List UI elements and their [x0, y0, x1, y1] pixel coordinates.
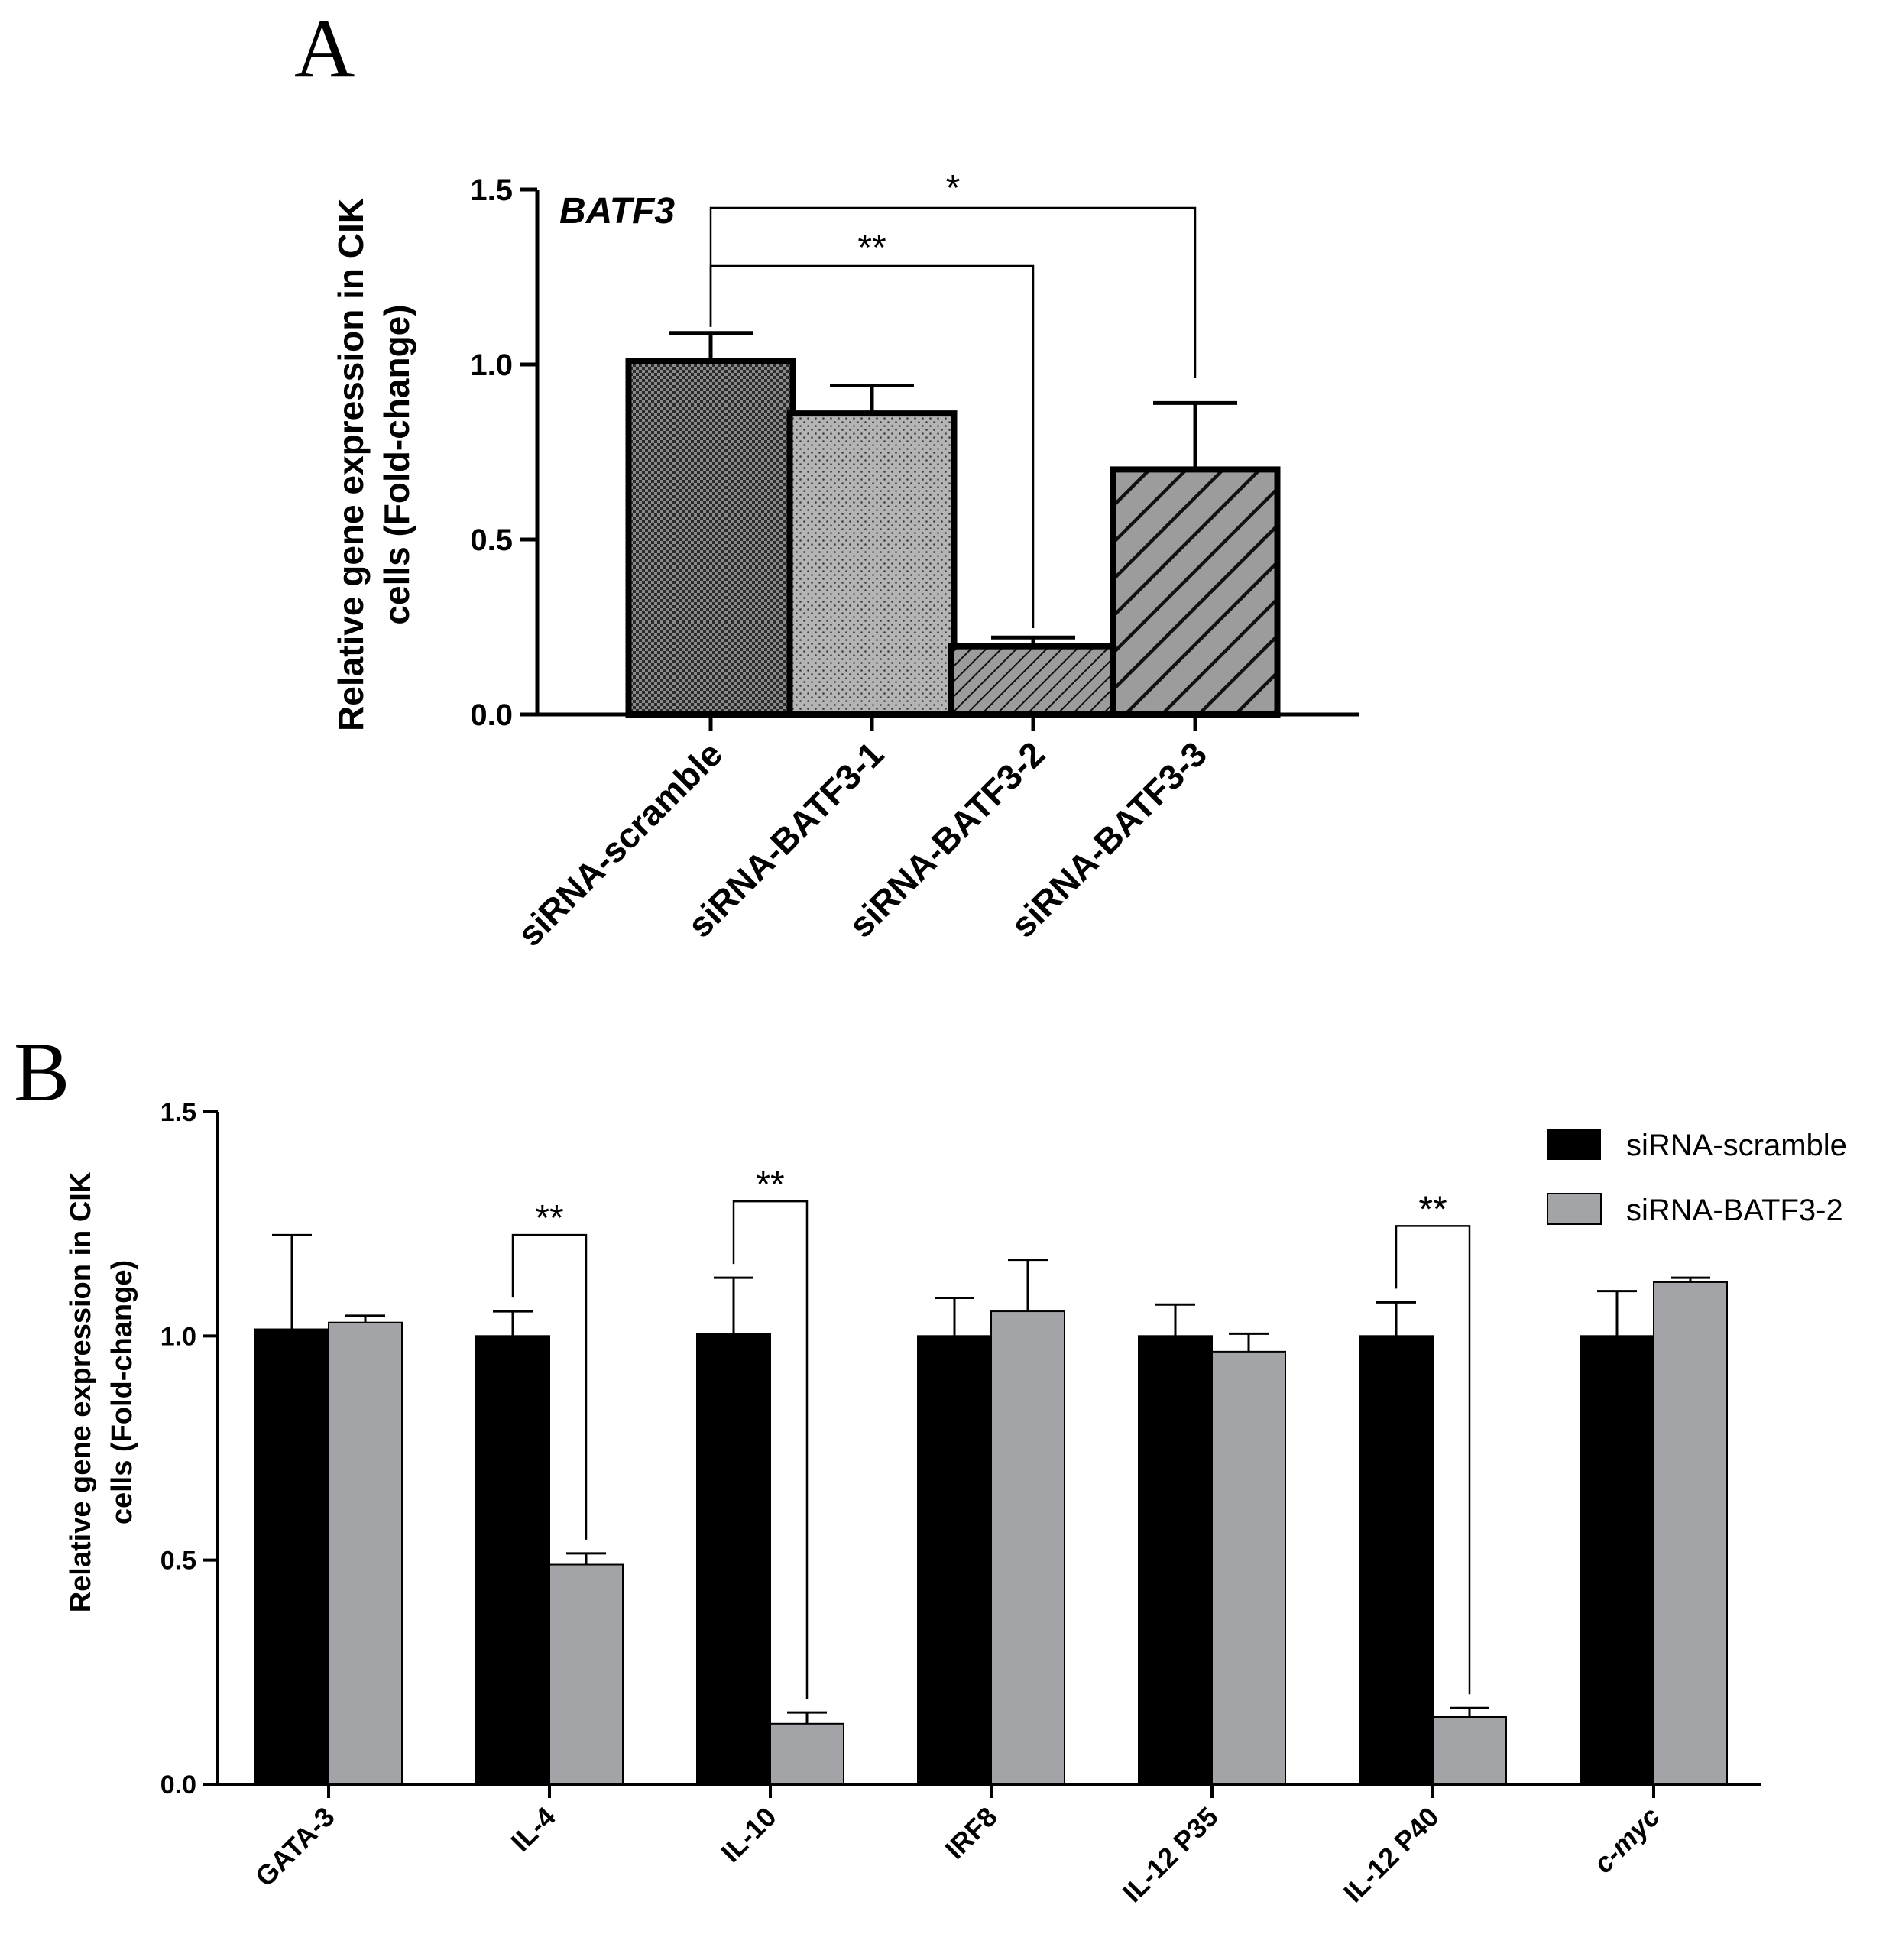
b-legend: siRNA-scramble siRNA-BATF3-2 [1547, 1129, 1847, 1227]
b-significance-bracket [511, 1233, 588, 1540]
b-significance: ** ** ** [511, 1165, 1471, 1699]
a-significance-label: * [946, 168, 961, 209]
b-x-tick-label: IRF8 [939, 1801, 1003, 1865]
legend-label-batf3-2: siRNA-BATF3-2 [1626, 1194, 1843, 1227]
b-errors [272, 1233, 1710, 1724]
chart-a: 0.00.51.01.5siRNA-scramblesiRNA-BATF3-1s… [331, 168, 1359, 954]
a-bar [1110, 466, 1281, 718]
b-bar-scramble [1580, 1335, 1654, 1786]
legend-swatch-batf3-2 [1547, 1193, 1602, 1225]
a-significance-label: ** [857, 228, 886, 268]
b-bar-batf3-2 [770, 1722, 844, 1786]
b-y-tick-label: 0.5 [160, 1547, 196, 1576]
b-bar-batf3-2 [1211, 1350, 1286, 1786]
b-significance-bracket [1395, 1225, 1471, 1695]
panel-letter-b: B [14, 1025, 70, 1119]
b-significance-bracket [732, 1200, 809, 1699]
b-bars [254, 1281, 1728, 1786]
panel-letter-a: A [294, 2, 355, 95]
a-bar [786, 410, 958, 718]
a-bar [948, 643, 1119, 718]
b-bar-scramble [696, 1333, 771, 1785]
a-significance-bracket [709, 206, 1197, 378]
a-y-tick-label: 0.0 [470, 698, 513, 732]
b-bar-scramble [475, 1335, 550, 1786]
b-y-axis-label-line2: cells (Fold-change) [106, 1260, 138, 1524]
a-y-tick-label: 1.5 [470, 173, 513, 207]
b-significance-label: ** [1418, 1189, 1447, 1229]
b-y-axis-label-line1: Relative gene expression in CIK [65, 1171, 97, 1612]
b-y-tick-label: 1.0 [160, 1322, 196, 1351]
chart-b: 0.0 0.5 1.0 1.5 GATA-3 IL-4 IL-10 IRF8 IL-12 P35… [65, 1098, 1847, 1908]
b-significance-label: ** [756, 1165, 784, 1205]
b-bar-batf3-2 [1432, 1716, 1507, 1785]
b-y-tick-label: 0.0 [160, 1770, 196, 1800]
b-y-tick-label: 1.5 [160, 1098, 196, 1127]
b-bar-scramble [254, 1328, 329, 1785]
b-bar-batf3-2 [549, 1563, 624, 1785]
legend-swatch-scramble [1547, 1129, 1601, 1160]
b-x-tick-label: IL-12 P40 [1337, 1801, 1445, 1909]
b-bar-scramble [1138, 1335, 1213, 1786]
b-bar-batf3-2 [328, 1321, 403, 1785]
b-bar-batf3-2 [990, 1310, 1065, 1785]
a-y-axis-label-line1: Relative gene expression in CIK [331, 198, 371, 731]
a-bars [625, 358, 1281, 718]
a-errors [669, 331, 1237, 646]
a-significance: *** [709, 168, 1197, 628]
b-significance-label: ** [535, 1198, 563, 1239]
b-bar-batf3-2 [1653, 1281, 1728, 1785]
b-bar-scramble [917, 1335, 992, 1786]
a-y-tick-label: 0.5 [470, 523, 513, 557]
a-gene-label: BATF3 [559, 191, 675, 232]
a-y-tick-label: 1.0 [470, 348, 513, 382]
b-bar-scramble [1359, 1335, 1434, 1786]
legend-label-scramble: siRNA-scramble [1626, 1129, 1847, 1162]
a-y-axis-label-line2: cells (Fold-change) [377, 304, 416, 624]
b-x-tick-label: IL-12 P35 [1116, 1801, 1224, 1909]
b-x-tick-label: IL-10 [715, 1801, 782, 1868]
b-x-tick-label: c-myc [1587, 1801, 1666, 1880]
b-x-tick-label: IL-4 [504, 1801, 561, 1858]
a-bar [625, 358, 796, 718]
b-x-tick-label: GATA-3 [249, 1801, 341, 1893]
